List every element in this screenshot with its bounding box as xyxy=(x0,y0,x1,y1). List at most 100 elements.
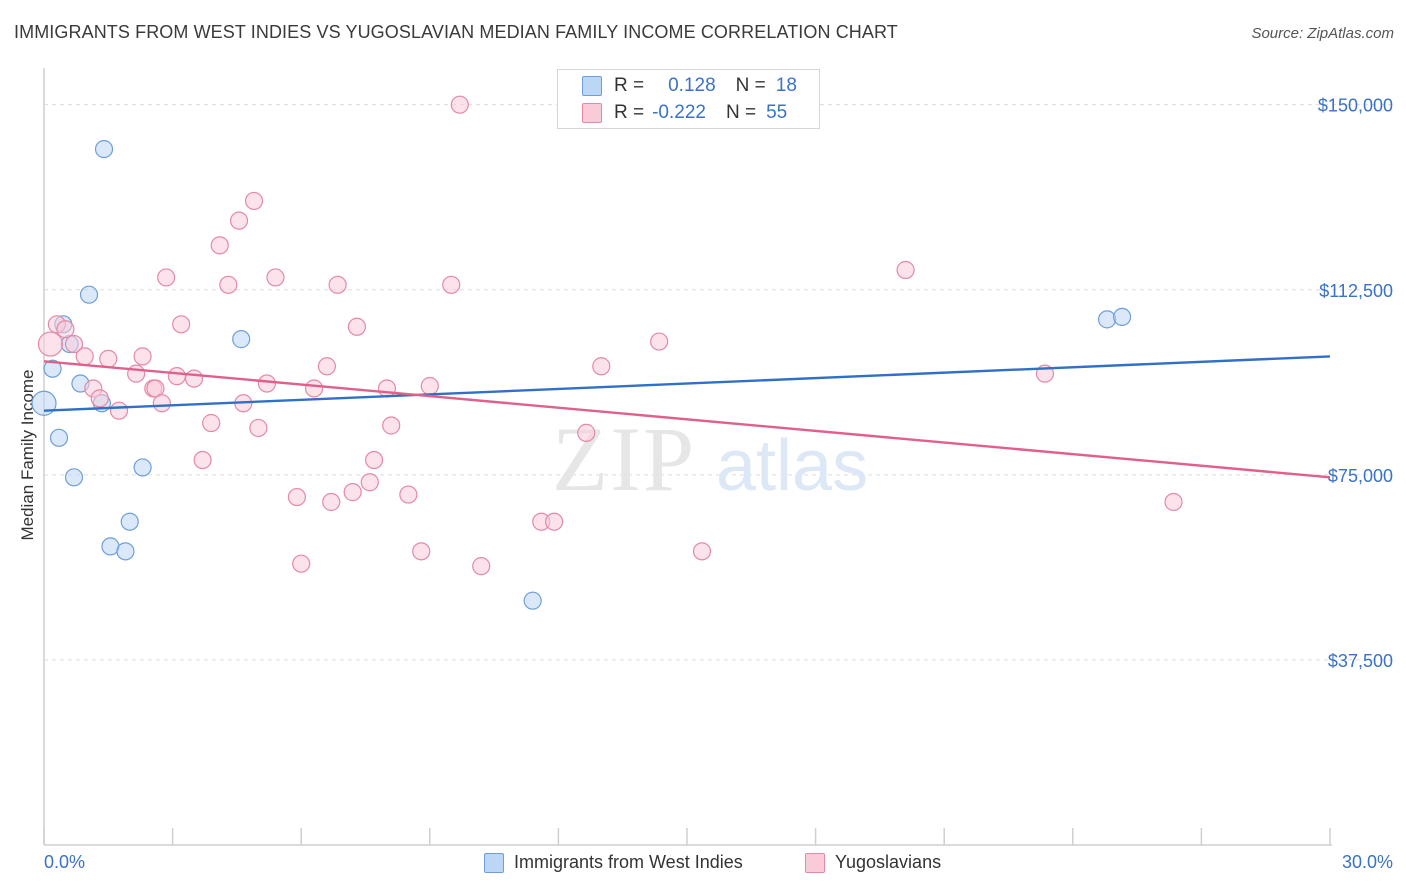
legend-swatch-west-indies xyxy=(582,76,602,96)
watermark: ZIP atlas xyxy=(552,408,868,510)
yugoslavian-point xyxy=(37,331,64,357)
west-indies-point xyxy=(43,359,62,378)
source-label: Source: ZipAtlas.com xyxy=(1251,25,1394,42)
yugoslavian-point xyxy=(287,487,307,507)
yugoslavian-point xyxy=(109,401,129,420)
yugoslavian-point xyxy=(229,211,249,230)
west-indies-point xyxy=(31,390,57,416)
yugoslavian-point xyxy=(56,320,75,339)
west-indies-point xyxy=(133,458,152,477)
yugoslavian-point xyxy=(244,191,264,211)
watermark-zip: ZIP xyxy=(552,408,696,510)
yugoslavian-point xyxy=(75,347,94,366)
yugoslavian-point xyxy=(328,275,347,294)
yugoslavian-point xyxy=(99,349,118,368)
west-indies-point xyxy=(101,537,120,556)
yugoslavian-point xyxy=(450,95,469,114)
y-tick-label: $112,500 xyxy=(1319,281,1393,301)
r-label: R = xyxy=(614,75,645,96)
yugoslavian-point xyxy=(692,542,712,561)
legend-swatch-yugoslavians xyxy=(805,852,825,873)
west-indies-point xyxy=(64,468,84,487)
yugoslavian-point xyxy=(193,450,212,470)
yugoslavian-point xyxy=(317,357,337,376)
west-indies-point xyxy=(523,591,542,610)
west-indies-point xyxy=(116,542,135,561)
x-tick-label: 0.0% xyxy=(44,852,85,872)
yugoslavian-point xyxy=(152,394,171,413)
correlation-row-west-indies: R = 0.128 N = 18 xyxy=(582,74,797,98)
west-indies-point xyxy=(1112,307,1132,327)
n-value: 55 xyxy=(766,102,788,123)
yugoslavian-point xyxy=(1164,492,1183,512)
y-tick-labels: $37,500 $75,000 $112,500 $150,000 xyxy=(1318,96,1393,671)
yugoslavian-point xyxy=(650,332,669,351)
r-value: -0.222 xyxy=(652,102,706,123)
x-tick-labels: 0.0% 30.0% xyxy=(44,852,1393,872)
yugoslavian-point xyxy=(472,557,491,576)
west-indies-point xyxy=(79,285,99,304)
yugoslavian-trend-line xyxy=(43,360,1331,479)
n-label: N = xyxy=(735,75,766,96)
chart-title: IMMIGRANTS FROM WEST INDIES VS YUGOSLAVI… xyxy=(14,22,898,42)
yugoslavian-point xyxy=(322,492,341,512)
yugoslavian-point xyxy=(157,268,176,287)
legend-swatch-west-indies xyxy=(484,852,504,873)
yugoslavian-point xyxy=(172,315,191,334)
yugoslavian-point xyxy=(545,512,564,531)
yugoslavian-point xyxy=(442,275,461,294)
x-tick-label: 30.0% xyxy=(1342,852,1393,872)
yugoslavian-point xyxy=(127,364,146,383)
legend-item-west-indies[interactable]: Immigrants from West Indies xyxy=(484,852,743,873)
west-indies-trend-line xyxy=(43,355,1331,412)
y-tick-label: $75,000 xyxy=(1328,466,1393,486)
west-indies-point xyxy=(94,139,114,159)
legend-label-west-indies: Immigrants from West Indies xyxy=(514,852,743,872)
n-value: 18 xyxy=(775,75,797,96)
west-indies-point xyxy=(232,330,251,349)
yugoslavian-point xyxy=(257,374,277,393)
watermark-atlas: atlas xyxy=(716,426,868,506)
r-value: 0.128 xyxy=(668,75,716,96)
yugoslavian-point xyxy=(90,389,109,408)
yugoslavian-point xyxy=(577,423,596,442)
series-legend: Immigrants from West Indies Yugoslavians xyxy=(0,852,1406,878)
west-indies-point xyxy=(120,512,139,531)
yugoslavian-point xyxy=(592,357,611,376)
yugoslavian-point xyxy=(292,554,311,573)
yugoslavian-point xyxy=(412,542,431,561)
yugoslavian-point xyxy=(64,334,84,354)
yugoslavian-point xyxy=(377,379,397,398)
correlation-legend: R = 0.128 N = 18 R = -0.222 N = 55 xyxy=(557,69,820,129)
axes xyxy=(43,68,1332,846)
yugoslavian-point xyxy=(210,236,229,255)
yugoslavian-point xyxy=(347,317,367,336)
yugoslavian-point xyxy=(184,369,204,388)
yugoslavian-point xyxy=(360,473,379,492)
data-points xyxy=(31,95,1183,610)
west-indies-point xyxy=(49,428,69,447)
yugoslavian-point xyxy=(896,260,915,280)
west-indies-point xyxy=(1097,310,1117,329)
trend-lines xyxy=(43,355,1331,479)
yugoslavian-point xyxy=(304,379,324,398)
legend-swatch-yugoslavians xyxy=(582,103,602,123)
correlation-row-yugoslavians: R = -0.222 N = 55 xyxy=(582,101,787,125)
yugoslavian-point xyxy=(133,347,152,366)
legend-item-yugoslavians[interactable]: Yugoslavians xyxy=(805,852,941,873)
yugoslavian-point xyxy=(382,416,401,435)
r-label: R = xyxy=(614,102,645,123)
n-label: N = xyxy=(725,102,757,123)
yugoslavian-point xyxy=(420,376,439,396)
yugoslavian-point xyxy=(364,450,384,470)
yugoslavian-point xyxy=(202,413,221,433)
y-tick-label: $150,000 xyxy=(1318,96,1393,116)
yugoslavian-point xyxy=(266,268,285,287)
legend-label-yugoslavians: Yugoslavians xyxy=(835,852,942,872)
yugoslavian-point xyxy=(249,418,268,438)
yugoslavian-point xyxy=(343,483,362,502)
yugoslavian-point xyxy=(219,275,238,294)
yugoslavian-point xyxy=(167,367,186,386)
yugoslavian-point xyxy=(399,485,418,504)
